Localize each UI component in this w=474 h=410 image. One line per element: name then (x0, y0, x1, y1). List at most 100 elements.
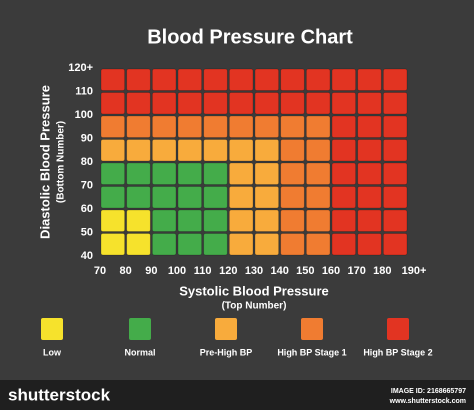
cell (177, 162, 203, 185)
cell (357, 68, 382, 91)
x-tick-label: 100 (168, 265, 186, 277)
cell (126, 162, 151, 185)
cell (254, 233, 280, 256)
cell (331, 209, 357, 232)
cell (357, 115, 382, 138)
legend-swatch (41, 318, 63, 340)
cell (203, 68, 228, 91)
cell (382, 186, 408, 209)
cell (305, 186, 331, 209)
cell (126, 139, 151, 162)
cell (357, 162, 382, 185)
legend-label: Normal (124, 347, 155, 357)
cell (151, 162, 177, 185)
x-tick-label: 90 (145, 265, 157, 277)
cell (331, 233, 357, 256)
cell (357, 92, 382, 115)
legend-swatch (301, 318, 323, 340)
x-axis-title: Systolic Blood Pressure (179, 283, 329, 298)
cell (357, 233, 382, 256)
cell (280, 92, 305, 115)
cell (177, 209, 203, 232)
cell (151, 139, 177, 162)
cell (305, 68, 331, 91)
x-tick-label: 130 (245, 265, 263, 277)
x-tick-label: 170 (347, 265, 365, 277)
cell (357, 139, 382, 162)
cell (203, 233, 228, 256)
cell (203, 162, 228, 185)
cell (151, 233, 177, 256)
cell (280, 162, 305, 185)
cell (100, 186, 126, 209)
cell (228, 115, 254, 138)
cell (305, 139, 331, 162)
cell (126, 186, 151, 209)
cell (331, 68, 357, 91)
x-tick-label: 180 (373, 265, 391, 277)
cell (126, 92, 151, 115)
footer-bar (0, 380, 474, 410)
cell (177, 233, 203, 256)
y-tick-label: 90 (81, 132, 93, 144)
x-tick-label: 120 (219, 265, 237, 277)
footer-image-id: IMAGE ID: 2168665797 (391, 388, 466, 395)
cell (228, 68, 254, 91)
cell (126, 209, 151, 232)
cell (382, 115, 408, 138)
cell (382, 162, 408, 185)
cell (357, 209, 382, 232)
cell (100, 233, 126, 256)
cell (228, 209, 254, 232)
cell (280, 139, 305, 162)
cell (100, 92, 126, 115)
cell (254, 115, 280, 138)
cell (357, 186, 382, 209)
cell (280, 209, 305, 232)
x-axis-subtitle: (Top Number) (222, 301, 287, 312)
legend-swatch (215, 318, 237, 340)
cell (203, 139, 228, 162)
x-tick-label: 80 (120, 265, 132, 277)
cell (126, 115, 151, 138)
x-tick-label: 150 (296, 265, 314, 277)
legend-label: High BP Stage 1 (277, 347, 346, 357)
cell (100, 115, 126, 138)
cell (177, 186, 203, 209)
cell (151, 92, 177, 115)
cell (177, 115, 203, 138)
cell (305, 233, 331, 256)
cell (228, 186, 254, 209)
x-tick-label: 110 (194, 265, 212, 277)
cell (177, 68, 203, 91)
cell (280, 233, 305, 256)
x-tick-label: 160 (322, 265, 340, 277)
cell (228, 139, 254, 162)
y-tick-label: 100 (75, 109, 93, 121)
cell (280, 186, 305, 209)
cell (228, 92, 254, 115)
cell (126, 233, 151, 256)
footer-site: www.shutterstock.com (389, 398, 466, 405)
cell (331, 92, 357, 115)
x-tick-label: 140 (270, 265, 288, 277)
cell (280, 115, 305, 138)
cell (331, 162, 357, 185)
cell (331, 139, 357, 162)
cell (280, 68, 305, 91)
x-tick-label: 190+ (402, 265, 427, 277)
cell (305, 209, 331, 232)
cell (151, 186, 177, 209)
cell (382, 92, 408, 115)
y-tick-label: 110 (75, 85, 93, 97)
y-tick-label: 80 (81, 156, 93, 168)
cell (254, 162, 280, 185)
legend-label: Low (43, 347, 62, 357)
legend-swatch (129, 318, 151, 340)
x-tick-label: 70 (94, 265, 106, 277)
cell (331, 115, 357, 138)
legend-swatch (387, 318, 409, 340)
cell (305, 92, 331, 115)
cell (254, 68, 280, 91)
